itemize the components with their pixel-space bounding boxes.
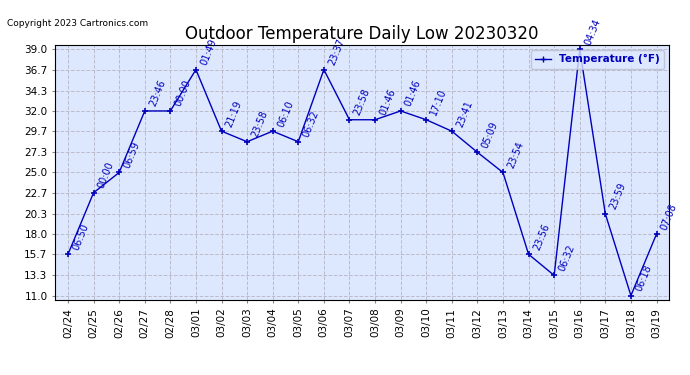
Text: 06:32: 06:32 <box>301 110 321 139</box>
Text: 06:32: 06:32 <box>557 243 577 273</box>
Text: Copyright 2023 Cartronics.com: Copyright 2023 Cartronics.com <box>7 19 148 28</box>
Text: 06:50: 06:50 <box>71 222 90 252</box>
Text: 05:09: 05:09 <box>480 120 500 150</box>
Text: 01:46: 01:46 <box>404 79 423 108</box>
Text: 00:00: 00:00 <box>97 160 116 190</box>
Text: 01:46: 01:46 <box>378 87 397 117</box>
Text: 23:46: 23:46 <box>148 79 167 108</box>
Text: 17:10: 17:10 <box>429 87 448 117</box>
Text: 07:08: 07:08 <box>659 202 679 231</box>
Text: 06:18: 06:18 <box>633 263 653 293</box>
Text: 23:41: 23:41 <box>455 99 474 128</box>
Text: 01:49: 01:49 <box>199 38 218 67</box>
Text: 23:58: 23:58 <box>250 109 270 139</box>
Text: 04:34: 04:34 <box>582 17 602 46</box>
Text: 06:59: 06:59 <box>122 140 141 170</box>
Text: 23:59: 23:59 <box>608 182 628 211</box>
Title: Outdoor Temperature Daily Low 20230320: Outdoor Temperature Daily Low 20230320 <box>186 26 539 44</box>
Text: 21:19: 21:19 <box>224 99 244 128</box>
Text: 23:56: 23:56 <box>531 222 551 252</box>
Legend: Temperature (°F): Temperature (°F) <box>531 50 664 69</box>
Text: 00:00: 00:00 <box>173 79 193 108</box>
Text: 23:37: 23:37 <box>326 37 346 67</box>
Text: 23:58: 23:58 <box>352 87 372 117</box>
Text: 23:54: 23:54 <box>506 140 526 170</box>
Text: 06:10: 06:10 <box>275 99 295 128</box>
